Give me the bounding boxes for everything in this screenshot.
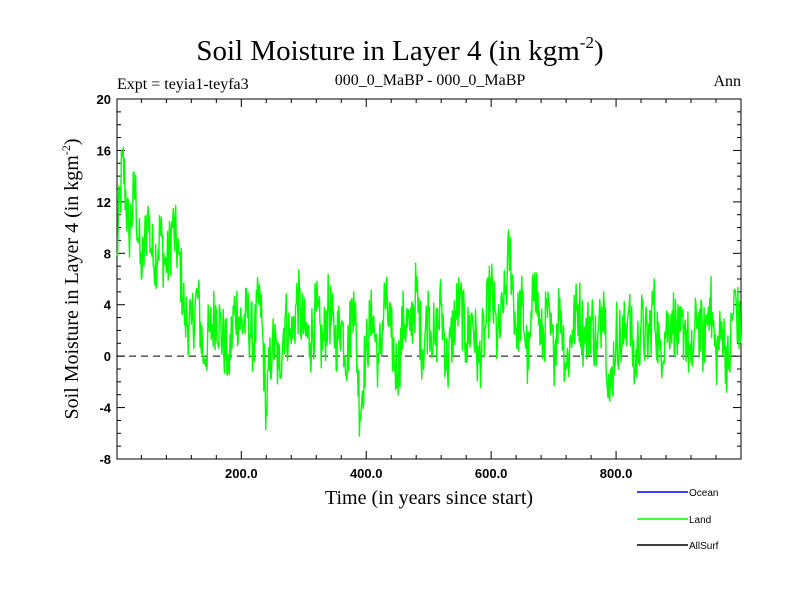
legend-label-allsurf: AllSurf: [689, 541, 719, 552]
x-tick-label: 600.0: [475, 466, 508, 481]
y-tick-label: 4: [104, 298, 112, 313]
y-tick-label: -8: [99, 452, 111, 467]
series-line-land: [116, 146, 742, 437]
series-group: [116, 146, 742, 437]
y-axis-label: Soil Moisture in Layer 4 (in kgm-2): [59, 138, 83, 419]
legend-label-ocean: Ocean: [689, 488, 718, 499]
chart-title: Soil Moisture in Layer 4 (in kgm-2): [196, 33, 603, 67]
x-tick-label: 800.0: [600, 466, 633, 481]
y-axis: -8 -4 0 4 8 12 16 20: [97, 92, 741, 467]
y-tick-label: 12: [97, 195, 111, 210]
y-tick-label: -4: [99, 401, 111, 416]
x-tick-label: 400.0: [350, 466, 383, 481]
y-tick-label: 20: [97, 92, 111, 107]
x-tick-label: 200.0: [225, 466, 258, 481]
subtitle-center: 000_0_MaBP - 000_0_MaBP: [335, 72, 526, 89]
legend: Ocean Land AllSurf: [637, 488, 719, 552]
x-axis-label: Time (in years since start): [325, 487, 533, 509]
y-tick-label: 16: [97, 143, 111, 158]
subtitle-left: Expt = teyia1-teyfa3: [117, 76, 249, 93]
y-tick-label: 8: [104, 246, 111, 261]
x-axis: 200.0 400.0 600.0 800.0: [140, 99, 717, 481]
subtitle-right: Ann: [713, 73, 741, 90]
plot-area: [116, 98, 742, 460]
legend-label-land: Land: [689, 515, 711, 526]
y-tick-label: 0: [104, 349, 111, 364]
